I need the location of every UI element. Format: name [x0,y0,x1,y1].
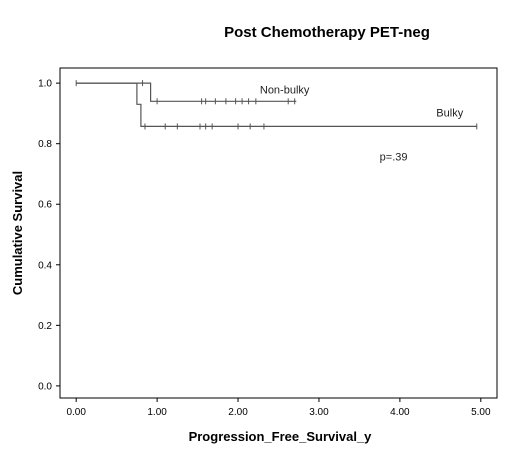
x-tick-label: 4.00 [390,407,410,418]
y-tick-label: 0.8 [38,139,52,150]
y-tick-label: 1.0 [38,79,52,90]
y-axis-title: Cumulative Survival [10,171,25,295]
annotation-label: Non-bulky [260,85,310,97]
chart-title: Post Chemotherapy PET-neg [224,24,430,41]
plot-area-frame [59,67,498,399]
x-tick-label: 3.00 [309,407,329,418]
x-tick-label: 1.00 [147,407,167,418]
annotation-label: p=.39 [380,151,408,163]
x-tick-label: 5.00 [471,407,491,418]
x-tick-label: 2.00 [228,407,248,418]
y-tick-label: 0.4 [38,260,52,271]
x-axis: 0.00 1.00 2.00 3.00 4.00 5.00 [66,398,491,418]
y-tick-label: 0.2 [38,321,52,332]
x-axis-title: Progression_Free_Survival_y [189,429,373,444]
y-tick-label: 0.6 [38,200,52,211]
y-axis: 0.0 0.2 0.4 0.6 0.8 1.0 [38,79,60,392]
x-tick-label: 0.00 [66,407,86,418]
annotation-label: Bulky [436,107,463,119]
annotation-layer: Non-bulky Bulky p=.39 [260,85,464,164]
series-line-bulky [76,82,477,127]
y-tick-label: 0.0 [38,381,52,392]
series-layer [75,80,478,130]
